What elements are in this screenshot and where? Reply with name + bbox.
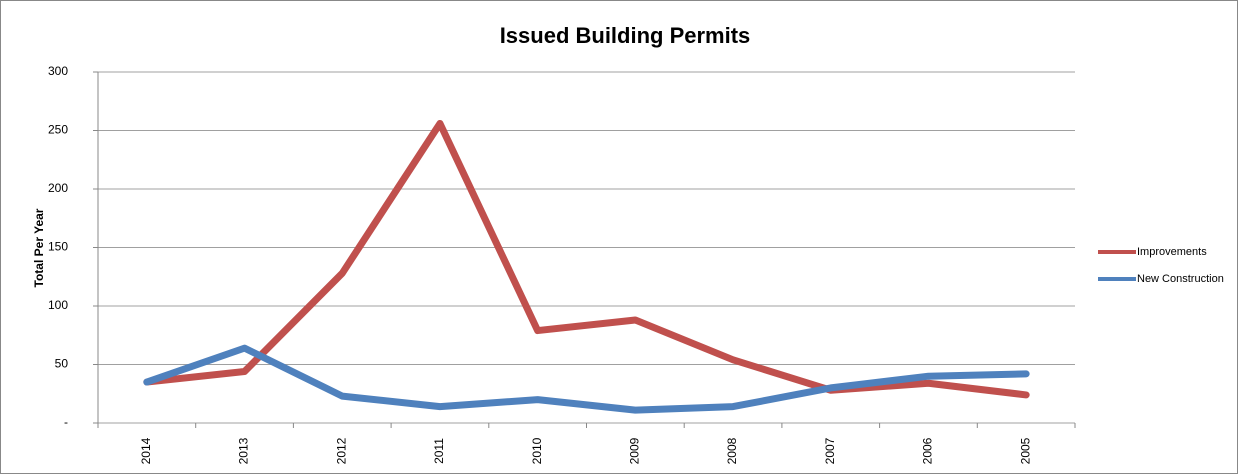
x-tick-label: 2014 xyxy=(139,437,153,464)
x-tick-label: 2008 xyxy=(725,437,739,464)
x-tick-label: 2009 xyxy=(628,437,642,464)
legend-label: New Construction xyxy=(1137,273,1224,285)
y-tick-label: 150 xyxy=(48,240,68,254)
y-tick-label: 300 xyxy=(48,64,68,78)
chart-title: Issued Building Permits xyxy=(500,23,751,48)
x-tick-label: 2007 xyxy=(823,437,837,464)
y-tick-label: 100 xyxy=(48,298,68,312)
y-tick-label: 200 xyxy=(48,181,68,195)
series-line xyxy=(143,344,1030,414)
x-tick-label: 2013 xyxy=(237,437,251,464)
y-tick-label: - xyxy=(64,415,68,429)
y-tick-label: 250 xyxy=(48,123,68,137)
legend-label: Improvements xyxy=(1137,246,1207,258)
x-tick-label: 2006 xyxy=(921,437,935,464)
x-tick-label: 2012 xyxy=(334,437,348,464)
x-tick-label: 2010 xyxy=(530,437,544,464)
y-axis-label: Total Per Year xyxy=(32,208,46,287)
x-tick-label: 2011 xyxy=(432,438,446,464)
x-tick-label: 2005 xyxy=(1018,437,1032,464)
series-line xyxy=(143,119,1030,399)
y-tick-label: 50 xyxy=(55,357,69,371)
